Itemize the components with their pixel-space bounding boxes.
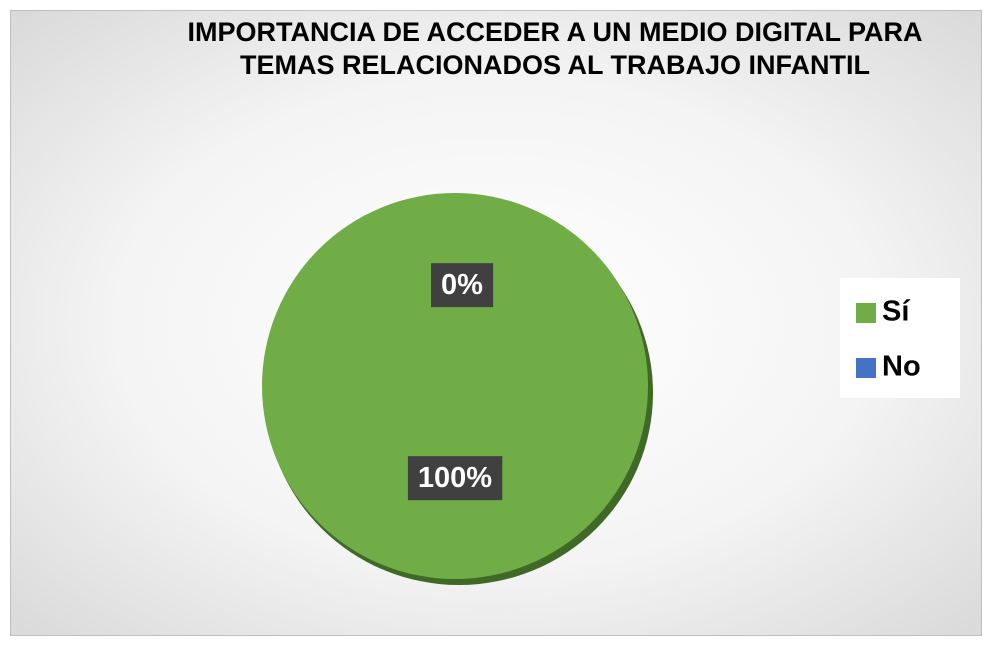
chart-title: IMPORTANCIA DE ACCEDER A UN MEDIO DIGITA… (187, 17, 923, 80)
data-label: 100% (418, 462, 492, 494)
legend-swatch (856, 303, 876, 323)
data-label-bg (407, 456, 503, 501)
legend-label: No (882, 351, 921, 383)
data-label: 0% (441, 269, 483, 301)
data-label-bg (431, 263, 494, 308)
legend-swatch (856, 358, 876, 378)
pie-slice (262, 193, 648, 579)
legend-label: Sí (882, 296, 910, 328)
